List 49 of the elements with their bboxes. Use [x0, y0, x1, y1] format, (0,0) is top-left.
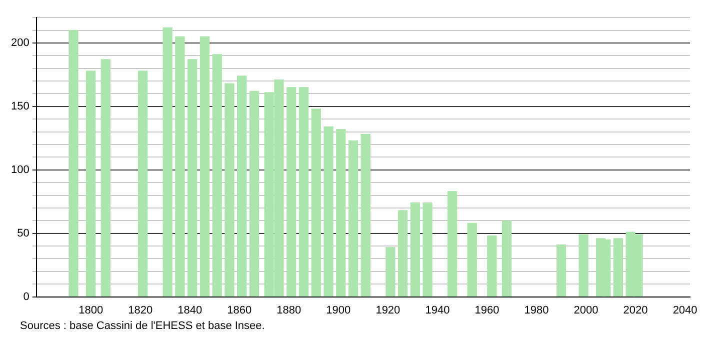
- bar: [311, 108, 321, 297]
- bar: [237, 76, 247, 297]
- x-tick-label: 2000: [574, 304, 598, 316]
- x-tick-label: 1840: [178, 304, 202, 316]
- bar: [286, 87, 296, 297]
- bar: [212, 54, 222, 297]
- bar: [556, 244, 566, 297]
- bar: [348, 140, 358, 297]
- bar: [138, 70, 148, 297]
- bar: [410, 202, 420, 297]
- x-tick-label: 1940: [425, 304, 450, 316]
- y-tick-label: 0: [23, 290, 30, 303]
- y-tick-label: 100: [10, 164, 30, 176]
- bar: [188, 59, 198, 297]
- bar: [487, 236, 497, 297]
- x-tick-label: 2020: [623, 304, 648, 316]
- bar: [502, 220, 512, 297]
- y-tick-label: 200: [10, 37, 30, 50]
- bar: [298, 87, 309, 297]
- bar: [175, 36, 185, 297]
- bar: [200, 36, 210, 297]
- x-tick-label: 1920: [376, 304, 400, 316]
- x-tick-label: 1960: [474, 304, 500, 316]
- x-tick-label: 1900: [326, 304, 351, 316]
- bar: [324, 126, 334, 297]
- bar: [336, 128, 346, 297]
- bar: [162, 27, 172, 297]
- bar: [447, 191, 458, 297]
- y-tick-label: 150: [10, 100, 30, 112]
- source-note: Sources : base Cassini de l'EHESS et base Insee.: [20, 320, 266, 332]
- bar: [100, 59, 111, 297]
- x-tick-label: 1800: [78, 304, 104, 316]
- x-tick-label: 1860: [227, 304, 252, 316]
- bar: [386, 246, 396, 297]
- bar: [360, 134, 370, 297]
- bar: [467, 222, 477, 297]
- bar: [68, 30, 78, 297]
- bar: [249, 90, 260, 297]
- bar: [578, 234, 588, 297]
- bar: [613, 238, 624, 297]
- bar: [224, 83, 234, 297]
- bar: [86, 70, 96, 297]
- x-tick-label: 1880: [276, 304, 302, 316]
- x-tick-label: 1980: [524, 304, 549, 316]
- x-tick-label: 1820: [128, 304, 153, 316]
- y-tick-label: 50: [17, 227, 30, 240]
- bar: [422, 202, 432, 297]
- x-tick-label: 2040: [672, 304, 698, 316]
- bar: [398, 210, 408, 297]
